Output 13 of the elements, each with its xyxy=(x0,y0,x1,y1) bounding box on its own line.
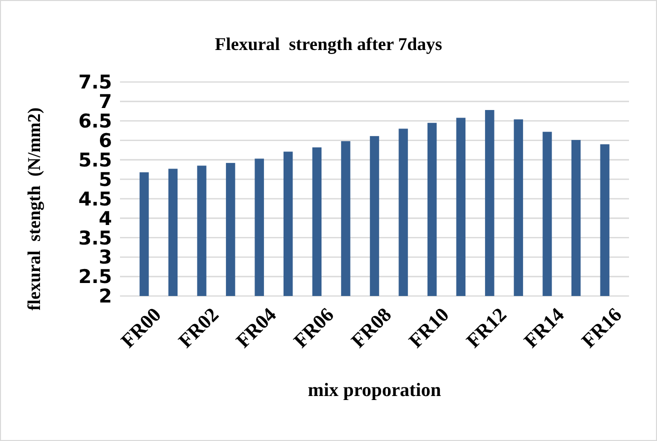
y-tick-label: 6.5 xyxy=(78,110,112,133)
y-tick-label: 3 xyxy=(98,246,112,269)
y-tick-label: 7 xyxy=(98,91,112,114)
y-tick-label: 2 xyxy=(98,286,112,308)
y-tick-label: 2.5 xyxy=(78,266,112,288)
y-tick-label: 3.5 xyxy=(78,227,112,250)
chart-title: Flexural strength after 7days xyxy=(214,34,442,54)
y-tick-label: 4.5 xyxy=(78,188,112,210)
y-tick-label: 5 xyxy=(98,168,112,191)
x-axis-title: mix proporation xyxy=(308,380,442,401)
y-axis-title: flexural stength (N/mm2) xyxy=(24,108,44,310)
y-tick-label: 7.5 xyxy=(78,72,112,94)
y-tick-label: 4 xyxy=(98,208,112,230)
